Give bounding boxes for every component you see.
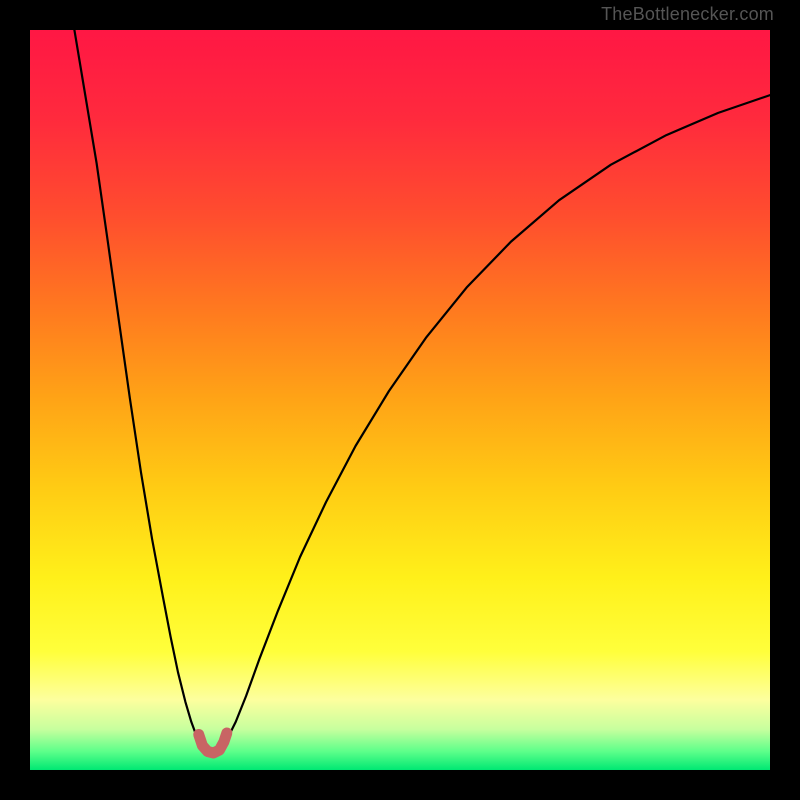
plot-area [30, 30, 770, 770]
watermark: TheBottlenecker.com [601, 4, 774, 25]
gradient-background [30, 30, 770, 770]
chart-svg [30, 30, 770, 770]
